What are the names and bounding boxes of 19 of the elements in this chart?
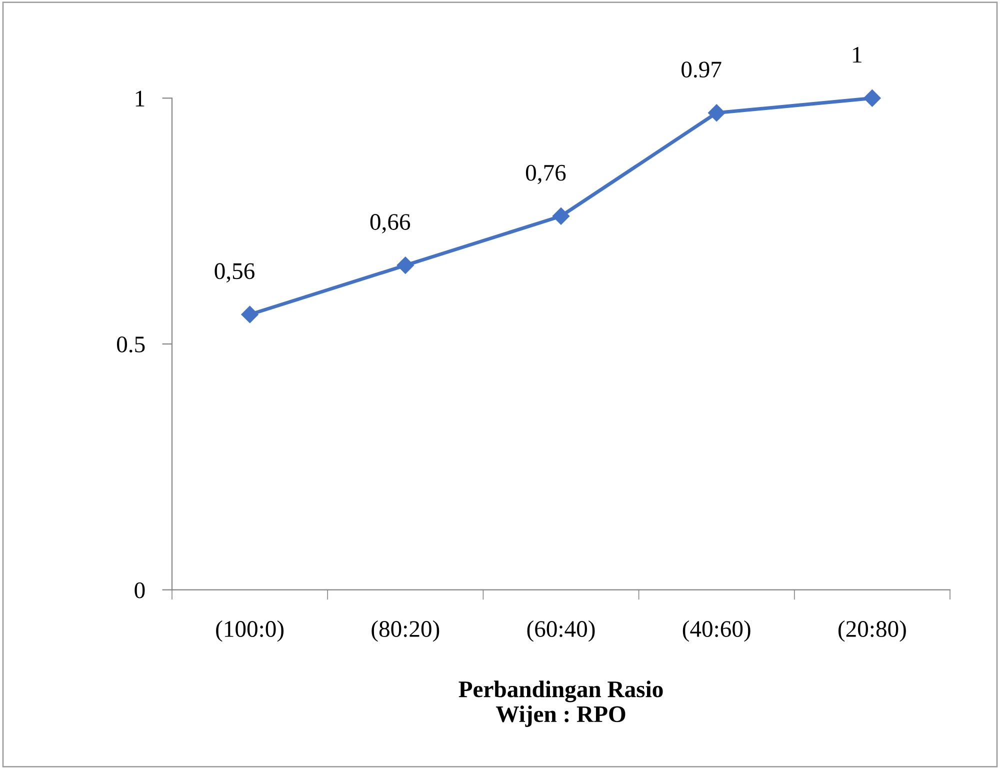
x-tick-label: (100:0) [216,620,284,642]
y-tick-label: 1 [136,90,144,106]
x-tick-label: (80:20) [372,620,440,642]
x-tick-label: (60:40) [527,620,595,642]
y-tick-label: 0.5 [116,336,145,352]
point [552,208,570,225]
point [241,306,258,324]
point [864,90,881,107]
x-tick-label: (40:60) [682,620,750,642]
data-label: 0,66 [370,214,410,234]
data-label: 1 [853,46,862,63]
data-label: 0.97 [682,62,722,78]
x-tick-label: (20:80) [838,620,906,642]
x-axis-title: Perbandingan Rasio Wijen : RPO [458,680,663,727]
point [708,104,726,122]
point [396,256,414,274]
y-tick-label: 0 [134,582,145,598]
data-label: 0,56 [214,263,254,283]
data-label: 0,76 [526,164,566,184]
